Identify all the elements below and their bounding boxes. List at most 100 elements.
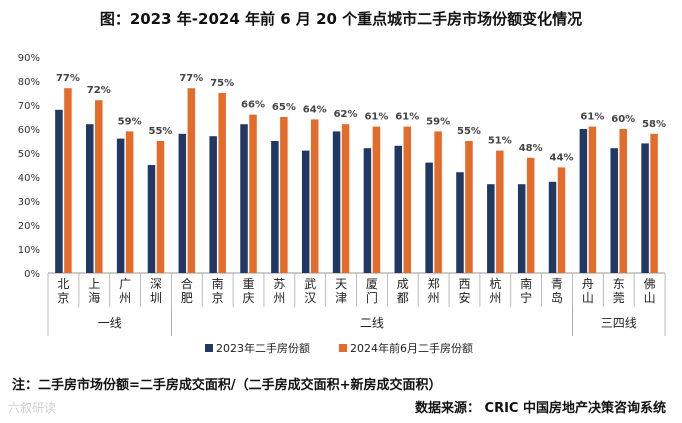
bar-2024	[403, 126, 412, 273]
y-tick-label: 50%	[18, 149, 40, 160]
bar-2024	[187, 88, 196, 273]
group-label: 三四线	[601, 316, 637, 330]
bar-2023	[517, 184, 526, 273]
data-label: 72%	[87, 85, 111, 96]
category-label: 厦	[366, 277, 378, 291]
category-label: 宁	[520, 290, 532, 305]
data-label: 62%	[334, 109, 358, 120]
category-label: 岛	[551, 290, 563, 305]
group-label: 二线	[360, 316, 384, 330]
bar-2024	[372, 126, 381, 273]
category-label: 京	[212, 291, 224, 305]
category-label: 苏	[273, 277, 285, 291]
data-source: 数据来源： CRIC 中国房地产决策咨询系统	[415, 401, 666, 416]
data-label: 61%	[580, 112, 604, 123]
bar-2024	[496, 150, 504, 273]
y-tick-label: 40%	[18, 173, 40, 184]
data-label: 61%	[395, 112, 419, 123]
footnote: 注：二手房市场份额=二手房成交面积/（二手房成交面积+新房成交面积）	[12, 378, 442, 393]
bar-2024	[619, 129, 627, 273]
category-label: 山	[644, 291, 656, 305]
category-label: 合	[181, 276, 193, 291]
bar-2024	[125, 131, 134, 273]
category-label: 莞	[613, 291, 625, 305]
data-label: 58%	[642, 119, 666, 130]
category-label: 海	[88, 290, 100, 305]
bar-2023	[579, 129, 588, 273]
category-label: 东	[613, 277, 625, 291]
bar-2023	[456, 172, 464, 273]
category-label: 安	[458, 290, 470, 305]
data-label: 61%	[364, 112, 388, 123]
legend-label: 2023年二手房份额	[216, 341, 310, 355]
bar-2024	[465, 141, 473, 273]
y-tick-label: 10%	[18, 245, 40, 256]
bar-2024	[280, 117, 288, 273]
data-label: 59%	[426, 116, 450, 127]
category-label: 成	[397, 277, 409, 291]
chart-title: 图：2023 年-2024 年前 6 月 20 个重点城市二手房市场份额变化情况	[99, 10, 583, 28]
category-label: 广	[119, 277, 131, 291]
data-label: 64%	[303, 104, 327, 115]
bar-2023	[394, 145, 403, 273]
bar-2024	[650, 133, 658, 273]
bar-2024	[64, 88, 72, 273]
bar-2024	[434, 131, 442, 273]
bar-2023	[425, 162, 433, 273]
bar-2024	[156, 141, 165, 273]
bar-2024	[95, 100, 103, 273]
bar-2024	[341, 124, 350, 273]
category-label: 西	[458, 277, 470, 291]
bar-2023	[301, 150, 310, 273]
category-label: 山	[582, 291, 594, 305]
category-label: 武	[304, 277, 316, 291]
category-label: 圳	[150, 291, 162, 305]
category-label: 天	[335, 277, 347, 291]
category-label: 门	[366, 290, 378, 305]
bar-2023	[487, 184, 495, 273]
bar-2024	[557, 167, 566, 273]
category-label: 舟	[582, 277, 594, 291]
data-label: 77%	[179, 73, 203, 84]
legend-swatch	[339, 344, 347, 352]
category-label: 青	[551, 277, 563, 291]
bar-2023	[209, 136, 217, 273]
category-label: 南	[212, 276, 224, 291]
category-label: 庆	[243, 291, 255, 305]
bar-2023	[178, 133, 187, 273]
bar-2023	[363, 148, 372, 273]
category-label: 重	[243, 277, 255, 291]
legend-swatch	[205, 344, 213, 352]
watermark-logo: 六叙研读	[8, 401, 57, 415]
category-label: 郑	[428, 276, 440, 291]
category-label: 上	[88, 277, 100, 291]
bar-2023	[610, 148, 618, 273]
category-label: 州	[489, 291, 501, 305]
bar-2023	[147, 165, 156, 273]
group-label: 一线	[98, 316, 122, 330]
bar-2024	[526, 157, 535, 273]
data-label: 59%	[118, 116, 142, 127]
data-label: 60%	[611, 114, 635, 125]
bar-2024	[310, 119, 319, 274]
category-label: 北	[57, 277, 69, 291]
data-label: 55%	[457, 126, 481, 137]
data-label: 55%	[149, 126, 173, 137]
bar-2024	[588, 126, 597, 273]
data-label: 77%	[56, 73, 80, 84]
data-label: 48%	[519, 143, 543, 154]
bar-2024	[218, 93, 226, 273]
y-tick-label: 60%	[18, 125, 40, 136]
data-label: 75%	[210, 78, 234, 89]
bar-2023	[548, 181, 557, 273]
category-label: 京	[57, 291, 69, 305]
bar-2023	[86, 124, 94, 273]
category-label: 汉	[304, 291, 316, 305]
bar-2024	[249, 114, 257, 273]
category-label: 州	[428, 291, 440, 305]
bar-2023	[240, 124, 248, 273]
y-tick-label: 70%	[18, 101, 40, 112]
y-tick-label: 20%	[18, 221, 40, 232]
data-label: 51%	[488, 136, 512, 147]
